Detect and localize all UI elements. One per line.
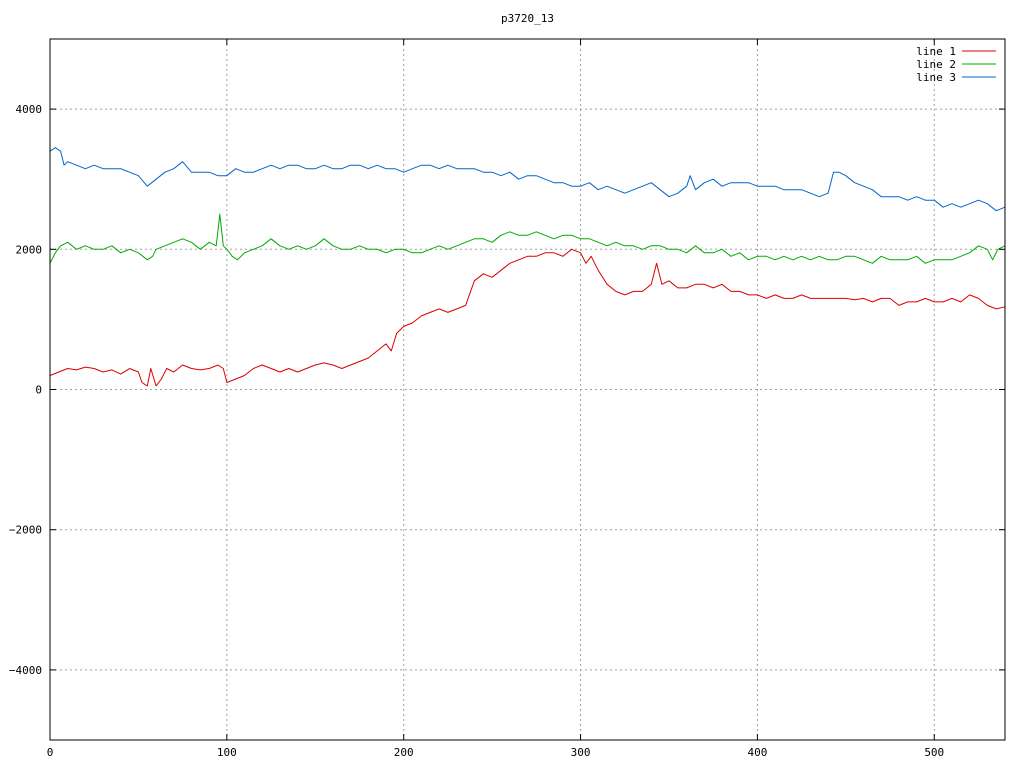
x-tick-label: 300 — [571, 746, 591, 759]
chart-title: p3720_13 — [501, 12, 554, 25]
x-tick-label: 200 — [394, 746, 414, 759]
x-tick-label: 500 — [924, 746, 944, 759]
legend-label-2: line 2 — [916, 58, 956, 71]
series-layer — [49, 147, 1006, 387]
grid-lines — [50, 39, 1005, 740]
y-tick-label: 2000 — [16, 243, 43, 256]
y-tick-label: −4000 — [9, 664, 42, 677]
x-tick-label: 0 — [47, 746, 54, 759]
tick-labels: 0 100 200 300 400 500 −4000 −2000 0 2000 4000 — [9, 39, 1005, 759]
series-line-3 — [49, 147, 1006, 212]
series-line-1 — [49, 248, 1006, 387]
series-line-2 — [49, 213, 1006, 264]
x-tick-label: 100 — [217, 746, 237, 759]
y-tick-label: −2000 — [9, 524, 42, 537]
y-tick-label: 0 — [35, 384, 42, 397]
y-tick-label: 4000 — [16, 103, 43, 116]
legend-label-3: line 3 — [916, 71, 956, 84]
legend-label-1: line 1 — [916, 45, 956, 58]
x-tick-label: 400 — [747, 746, 767, 759]
